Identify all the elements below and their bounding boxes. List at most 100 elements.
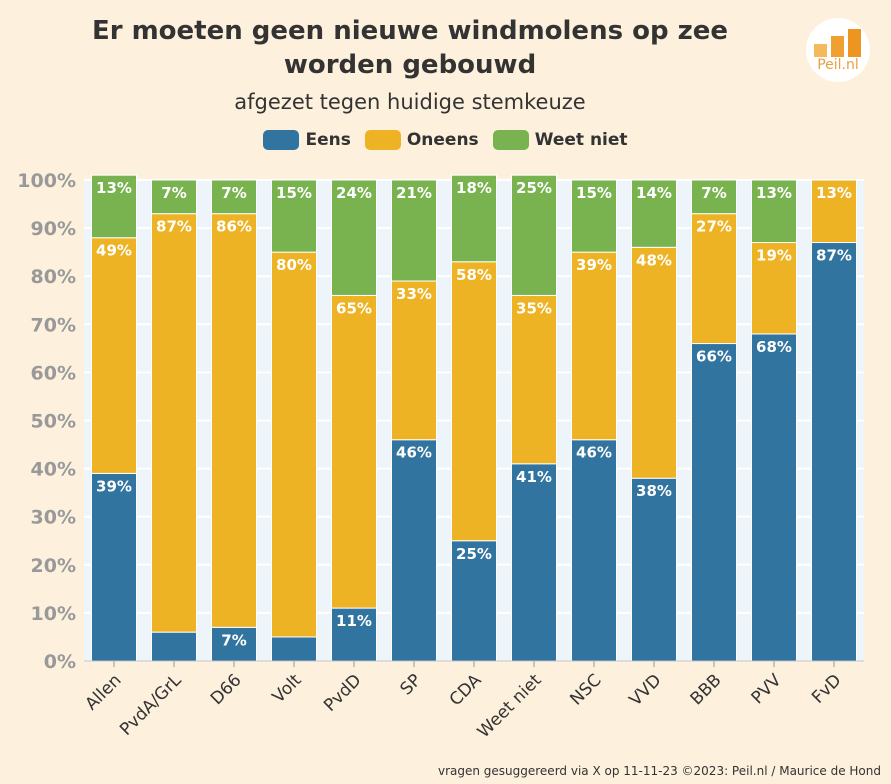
legend-label-oneens: Oneens — [406, 130, 479, 150]
y-tick-label: 50% — [31, 411, 76, 433]
data-label: 68% — [756, 338, 792, 356]
bar-oneens — [211, 213, 257, 628]
data-label: 87% — [816, 247, 852, 265]
x-tick-label: SP — [397, 670, 426, 699]
legend-label-eens: Eens — [305, 130, 351, 150]
data-label: 86% — [216, 218, 252, 236]
bar-oneens — [331, 294, 377, 609]
bar-weet-niet — [151, 179, 197, 215]
data-label: 33% — [396, 285, 432, 303]
x-tick-label: PvdA/GrL — [116, 670, 186, 740]
legend-swatch-eens — [263, 130, 300, 150]
bar-eens — [631, 477, 677, 662]
legend-item-oneens[interactable]: Oneens — [364, 130, 479, 150]
bar-eens — [511, 463, 557, 662]
data-label: 21% — [396, 184, 432, 202]
bar-oneens — [391, 280, 437, 441]
data-label: 39% — [576, 256, 612, 274]
bar-eens — [271, 636, 317, 662]
bar-eens — [751, 333, 797, 662]
bar-eens — [391, 439, 437, 662]
data-label: 15% — [576, 184, 612, 202]
bar-weet-niet — [571, 179, 617, 253]
bar-eens — [91, 472, 137, 662]
x-tick-label: D66 — [207, 670, 246, 709]
data-label: 39% — [96, 477, 132, 495]
data-label: 25% — [456, 545, 492, 563]
y-tick-label: 0% — [44, 651, 76, 673]
bar-oneens — [511, 294, 557, 465]
data-label: 18% — [456, 179, 492, 197]
y-tick-label: 60% — [31, 362, 76, 384]
y-tick-label: 40% — [31, 459, 76, 481]
data-label: 7% — [221, 631, 246, 649]
data-label: 46% — [396, 444, 432, 462]
y-tick-label: 100% — [17, 170, 76, 192]
logo-bars-icon — [814, 27, 862, 57]
x-tick-label: BBB — [687, 670, 726, 709]
bar-oneens — [271, 251, 317, 638]
peil-logo: Peil.nl — [806, 18, 870, 82]
data-label: 7% — [161, 184, 186, 202]
bar-weet-niet — [331, 179, 377, 296]
data-label: 14% — [636, 184, 672, 202]
bar-oneens — [451, 261, 497, 542]
data-label: 41% — [516, 468, 552, 486]
y-tick-label: 90% — [31, 218, 76, 240]
data-label: 65% — [336, 299, 372, 317]
bar-weet-niet — [631, 179, 677, 248]
data-label: 24% — [336, 184, 372, 202]
x-tick-label: NSC — [566, 670, 605, 709]
legend-item-weet-niet[interactable]: Weet niet — [492, 130, 628, 150]
data-label: 7% — [701, 184, 726, 202]
data-label: 11% — [336, 612, 372, 630]
data-label: 13% — [816, 184, 852, 202]
legend-item-eens[interactable]: Eens — [263, 130, 351, 150]
bar-oneens — [91, 237, 137, 474]
x-tick-label: FvD — [808, 670, 845, 707]
bar-oneens — [151, 213, 197, 633]
y-tick-label: 20% — [31, 555, 76, 577]
y-tick-label: 10% — [31, 603, 76, 625]
footer-credit: vragen gesuggereerd via X op 11-11-23 ©2… — [437, 764, 881, 778]
chart-title: Er moeten geen nieuwe windmolens op zee … — [91, 16, 729, 80]
bar-eens — [571, 439, 617, 662]
x-tick-label: PVV — [748, 670, 786, 708]
bar-weet-niet — [91, 174, 137, 239]
bar-oneens — [571, 251, 617, 441]
data-label: 38% — [636, 482, 672, 500]
bar-oneens — [691, 213, 737, 345]
data-label: 15% — [276, 184, 312, 202]
data-label: 13% — [756, 184, 792, 202]
data-label: 66% — [696, 348, 732, 366]
data-label: 58% — [456, 266, 492, 284]
logo-text: Peil.nl — [817, 57, 859, 73]
bar-weet-niet — [391, 179, 437, 282]
bar-eens — [811, 242, 857, 662]
data-label: 49% — [96, 242, 132, 260]
bar-eens — [151, 631, 197, 662]
data-label: 7% — [221, 184, 246, 202]
data-label: 87% — [156, 218, 192, 236]
legend: Eens Oneens Weet niet — [0, 130, 891, 150]
data-label: 46% — [576, 444, 612, 462]
x-tick-label: CDA — [446, 670, 486, 710]
data-label: 27% — [696, 218, 732, 236]
bar-weet-niet — [451, 174, 497, 263]
x-tick-label: PvdD — [320, 670, 365, 715]
data-label: 35% — [516, 299, 552, 317]
x-tick-label: Weet niet — [474, 670, 546, 742]
bar-weet-niet — [751, 179, 797, 244]
bar-weet-niet — [271, 179, 317, 253]
bar-oneens — [631, 246, 677, 479]
y-tick-label: 30% — [31, 507, 76, 529]
bar-eens — [691, 343, 737, 662]
x-tick-label: VVD — [626, 670, 666, 710]
bar-weet-niet — [211, 179, 257, 215]
x-tick-label: Allen — [81, 670, 125, 714]
data-label: 48% — [636, 251, 672, 269]
x-tick-label: Volt — [269, 670, 306, 707]
data-label: 25% — [516, 179, 552, 197]
y-tick-label: 70% — [31, 314, 76, 336]
